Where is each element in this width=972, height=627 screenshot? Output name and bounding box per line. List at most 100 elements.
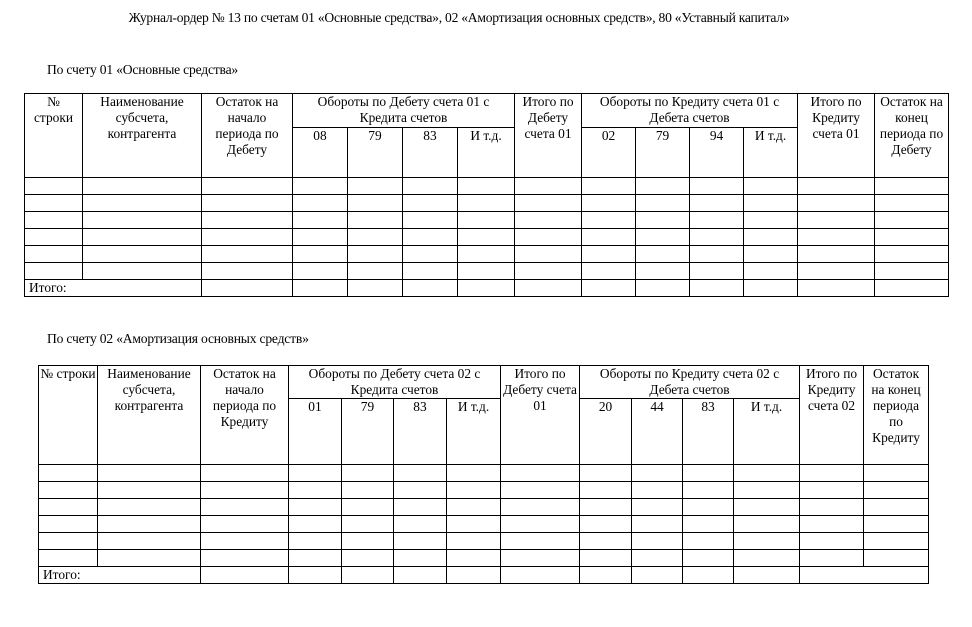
total-cell[interactable] [797, 279, 876, 297]
table-cell[interactable] [797, 177, 876, 195]
table-cell[interactable] [514, 228, 583, 246]
total-cell[interactable] [874, 279, 950, 297]
total-cell[interactable] [201, 279, 293, 297]
table-cell[interactable] [863, 481, 930, 499]
table-cell[interactable] [500, 481, 581, 499]
table-cell[interactable] [201, 262, 293, 280]
table-cell[interactable] [456, 211, 516, 229]
table-cell[interactable] [24, 177, 83, 195]
table-cell[interactable] [635, 211, 691, 229]
table-cell[interactable] [581, 228, 637, 246]
table-cell[interactable] [682, 498, 735, 516]
table-cell[interactable] [201, 194, 293, 212]
total-cell[interactable] [514, 279, 583, 297]
table-cell[interactable] [288, 464, 342, 482]
table-cell[interactable] [393, 498, 447, 516]
total-cell[interactable] [288, 566, 342, 584]
table-cell[interactable] [863, 549, 930, 567]
table-cell[interactable] [38, 481, 98, 499]
table-cell[interactable] [797, 228, 876, 246]
table-cell[interactable] [689, 262, 745, 280]
table-cell[interactable] [201, 177, 293, 195]
table-cell[interactable] [689, 211, 745, 229]
table-cell[interactable] [24, 245, 83, 263]
table-cell[interactable] [97, 464, 201, 482]
table-cell[interactable] [347, 194, 403, 212]
table-cell[interactable] [579, 498, 633, 516]
table-cell[interactable] [38, 549, 98, 567]
total-cell[interactable] [500, 566, 581, 584]
table-cell[interactable] [288, 498, 342, 516]
table-cell[interactable] [635, 194, 691, 212]
table-cell[interactable] [341, 464, 394, 482]
table-cell[interactable] [201, 245, 293, 263]
table-cell[interactable] [38, 498, 98, 516]
table-cell[interactable] [82, 245, 202, 263]
total-cell[interactable] [631, 566, 684, 584]
table-cell[interactable] [682, 532, 735, 550]
total-cell[interactable] [581, 279, 637, 297]
table-cell[interactable] [82, 177, 202, 195]
table-cell[interactable] [97, 498, 201, 516]
table-cell[interactable] [24, 194, 83, 212]
table-cell[interactable] [347, 228, 403, 246]
table-cell[interactable] [682, 464, 735, 482]
table-cell[interactable] [689, 228, 745, 246]
table-cell[interactable] [579, 532, 633, 550]
table-cell[interactable] [97, 532, 201, 550]
table-cell[interactable] [631, 532, 684, 550]
table-cell[interactable] [733, 532, 801, 550]
table-cell[interactable] [288, 532, 342, 550]
table-cell[interactable] [514, 194, 583, 212]
table-cell[interactable] [288, 549, 342, 567]
table-cell[interactable] [797, 245, 876, 263]
table-cell[interactable] [292, 194, 348, 212]
table-cell[interactable] [445, 532, 502, 550]
table-cell[interactable] [863, 515, 930, 533]
table-cell[interactable] [743, 194, 799, 212]
total-cell[interactable] [733, 566, 801, 584]
table-cell[interactable] [292, 245, 348, 263]
table-cell[interactable] [581, 194, 637, 212]
table-cell[interactable] [402, 177, 458, 195]
table-cell[interactable] [38, 515, 98, 533]
table-cell[interactable] [799, 464, 865, 482]
table-cell[interactable] [579, 464, 633, 482]
table-cell[interactable] [24, 228, 83, 246]
table-cell[interactable] [456, 177, 516, 195]
table-cell[interactable] [97, 549, 201, 567]
table-cell[interactable] [292, 228, 348, 246]
table-cell[interactable] [733, 515, 801, 533]
table-cell[interactable] [797, 262, 876, 280]
table-cell[interactable] [733, 464, 801, 482]
table-cell[interactable] [347, 211, 403, 229]
total-cell[interactable] [445, 566, 502, 584]
table-cell[interactable] [581, 245, 637, 263]
table-cell[interactable] [393, 549, 447, 567]
table-cell[interactable] [402, 194, 458, 212]
table-cell[interactable] [743, 228, 799, 246]
total-cell[interactable] [743, 279, 799, 297]
table-cell[interactable] [874, 211, 950, 229]
table-cell[interactable] [514, 245, 583, 263]
table-cell[interactable] [500, 515, 581, 533]
table-cell[interactable] [393, 464, 447, 482]
table-cell[interactable] [631, 498, 684, 516]
table-cell[interactable] [201, 211, 293, 229]
table-cell[interactable] [292, 262, 348, 280]
table-cell[interactable] [631, 549, 684, 567]
table-cell[interactable] [689, 245, 745, 263]
table-cell[interactable] [797, 194, 876, 212]
table-cell[interactable] [200, 532, 289, 550]
table-cell[interactable] [874, 262, 950, 280]
table-cell[interactable] [581, 177, 637, 195]
total-cell[interactable] [200, 566, 289, 584]
table-cell[interactable] [341, 498, 394, 516]
table-cell[interactable] [743, 262, 799, 280]
table-cell[interactable] [682, 549, 735, 567]
table-cell[interactable] [288, 481, 342, 499]
table-cell[interactable] [341, 532, 394, 550]
table-cell[interactable] [863, 498, 930, 516]
total-cell[interactable] [689, 279, 745, 297]
table-cell[interactable] [402, 245, 458, 263]
